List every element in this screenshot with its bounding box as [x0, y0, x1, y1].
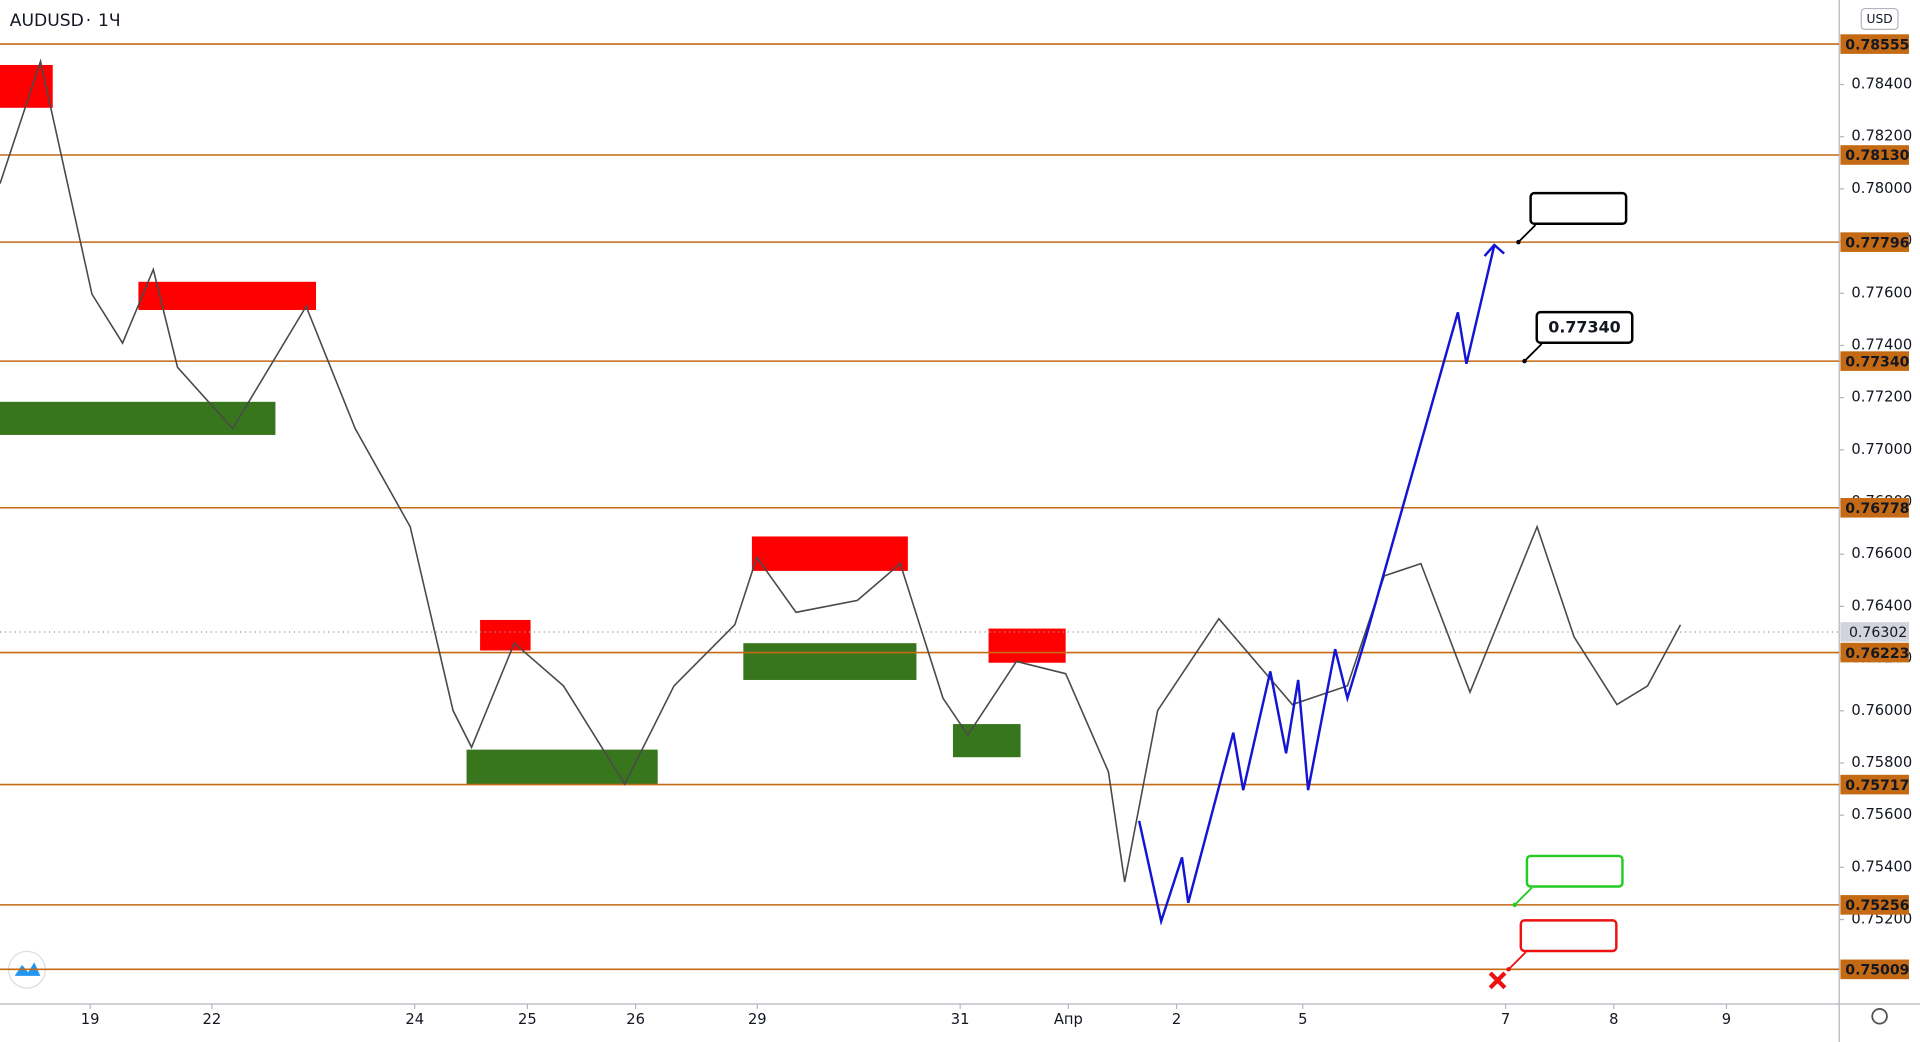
level-label-box: [1840, 895, 1909, 915]
price-line: [1137, 244, 1496, 926]
x-tick-label: 5: [1298, 1011, 1307, 1028]
level-label: 0.75717: [1845, 778, 1909, 794]
level-label: 0.77796: [1845, 235, 1909, 251]
x-tick-label: 25: [518, 1011, 537, 1028]
y-tick-label: 0.78400: [1851, 76, 1912, 93]
x-tick-label: 2: [1172, 1011, 1181, 1028]
callout-point: [1506, 967, 1511, 972]
currency-box[interactable]: [1860, 7, 1899, 30]
zone: [0, 64, 53, 108]
callout-box: [1519, 919, 1618, 953]
arrow-head: [1483, 243, 1505, 257]
y-tick-label: 0.78000: [1851, 180, 1912, 197]
y-tick-label: 0.77000: [1851, 441, 1912, 458]
last-price-box: [1840, 622, 1909, 642]
separator: ·: [86, 11, 91, 31]
x-tick-label: 7: [1501, 1011, 1510, 1028]
level-label-box: [1840, 145, 1909, 165]
level-label-box: [1840, 34, 1909, 54]
level-label-box: [1840, 497, 1909, 518]
y-tick-label: 0.76400: [1851, 597, 1912, 614]
x-tick-label: 26: [626, 1011, 645, 1028]
zone: [466, 749, 658, 785]
callout-point: [1522, 358, 1527, 364]
symbol: AUDUSD: [10, 11, 84, 31]
last-price-label: 0.76302: [1849, 625, 1907, 641]
zone: [751, 536, 908, 571]
y-tick-label: 0.75400: [1851, 858, 1912, 875]
y-tick-label: 0.75800: [1851, 754, 1912, 771]
level-label: 0.76223: [1845, 646, 1909, 662]
zone: [0, 401, 276, 435]
logo-icon: [14, 962, 41, 976]
interval: 1Ч: [98, 11, 121, 31]
price-line: [0, 58, 1682, 883]
callout-label: 0.77340: [1548, 318, 1620, 337]
callout-box: [1535, 310, 1634, 344]
callout-point: [1516, 239, 1521, 245]
x-tick-label: 19: [81, 1011, 100, 1028]
zone: [988, 628, 1066, 663]
y-tick-label: 0.77600: [1851, 284, 1912, 301]
callout-pointer: [1507, 951, 1527, 970]
zone: [480, 619, 531, 651]
x-tick-label: 24: [405, 1011, 424, 1028]
level-label: 0.75256: [1845, 898, 1909, 914]
currency: USD: [1867, 12, 1893, 26]
y-tick-label: 0.75200: [1851, 911, 1912, 928]
x-tick-label: 31: [951, 1011, 970, 1028]
callout-pointer: [1514, 887, 1533, 906]
level-label: 0.76778: [1845, 501, 1909, 517]
level-label: 0.78555: [1845, 37, 1909, 53]
level-label: 0.77340: [1845, 354, 1909, 370]
y-tick-label: 0.78200: [1851, 128, 1912, 145]
level-label-box: [1840, 351, 1909, 371]
y-tick-label: 0.75600: [1851, 806, 1912, 823]
cross-icon: [1488, 971, 1507, 990]
level-label-box: [1840, 774, 1909, 795]
level-label: 0.78130: [1845, 148, 1909, 164]
callout-box: [1529, 191, 1628, 225]
y-tick-label: 0.77200: [1851, 389, 1912, 406]
callout-point: [1512, 902, 1517, 908]
level-label: 0.75009: [1845, 963, 1909, 979]
x-tick-label: 29: [748, 1011, 767, 1028]
x-tick-label: 9: [1722, 1011, 1731, 1028]
y-tick-label: 0.77400: [1851, 336, 1912, 353]
callout-pointer: [1517, 224, 1537, 243]
zone: [138, 281, 316, 310]
y-tick-label: 0.76000: [1851, 702, 1912, 719]
callout-box: [1525, 854, 1624, 888]
level-label-box: [1840, 642, 1909, 663]
zone: [743, 643, 917, 680]
settings-icon[interactable]: [1871, 1008, 1888, 1025]
x-tick-label: Апр: [1054, 1011, 1083, 1028]
callout-pointer: [1523, 343, 1543, 362]
level-label-box: [1840, 959, 1909, 980]
y-tick-label: 0.76600: [1851, 545, 1912, 562]
x-tick-label: 8: [1609, 1011, 1618, 1028]
x-tick-label: 22: [203, 1011, 222, 1028]
level-label-box: [1840, 232, 1909, 252]
